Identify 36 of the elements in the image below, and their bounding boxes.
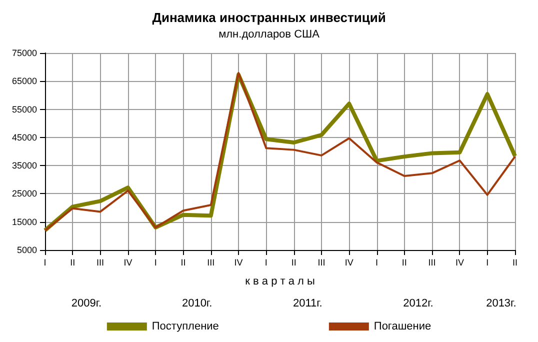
x-tick-label: II <box>402 258 407 268</box>
x-tick-label: I <box>376 258 378 268</box>
text: 2012г. <box>403 298 434 310</box>
y-tick-label: 55000 <box>12 104 37 114</box>
x-tick-label: III <box>318 258 326 268</box>
x-tick-label: II <box>180 258 186 268</box>
y-tick-label: 35000 <box>12 160 37 171</box>
y-tick-label: 75000 <box>12 48 37 58</box>
x-tick-label: I <box>264 258 268 268</box>
x-tick-label: IV <box>344 258 354 268</box>
y-tick-label: 65000 <box>12 76 37 86</box>
x-tick-label: III <box>96 258 104 268</box>
text: 2009г. <box>71 298 102 310</box>
x-tick-label: II <box>512 258 518 268</box>
y-tick-label: 45000 <box>12 132 37 142</box>
text: 2013г. <box>486 298 516 310</box>
x-tick-label: IV <box>455 258 464 268</box>
chart-subtitle: млн.долларов США <box>218 28 320 40</box>
legend-label: Поступление <box>152 320 219 332</box>
x-tick-label: IV <box>124 258 132 268</box>
x-tick-label: I <box>154 258 157 268</box>
chart-title: Динамика иностранных инвестиций <box>152 10 386 25</box>
text: 2010г. <box>182 298 212 310</box>
y-tick-label: 15000 <box>12 216 37 227</box>
y-tick-label: 25000 <box>12 188 37 199</box>
x-tick-label: IV <box>234 258 243 268</box>
x-axis-title: к в а р т а л ы <box>245 276 315 288</box>
x-tick-label: III <box>207 258 215 268</box>
legend-label: Погашение <box>374 320 432 332</box>
x-tick-label: I <box>44 258 46 268</box>
x-tick-label: I <box>486 258 489 268</box>
x-tick-label: III <box>428 258 436 268</box>
x-tick-label: II <box>70 258 76 268</box>
text: 2011г. <box>292 298 322 310</box>
y-tick-label: 5000 <box>16 245 37 255</box>
x-tick-label: II <box>291 258 296 268</box>
